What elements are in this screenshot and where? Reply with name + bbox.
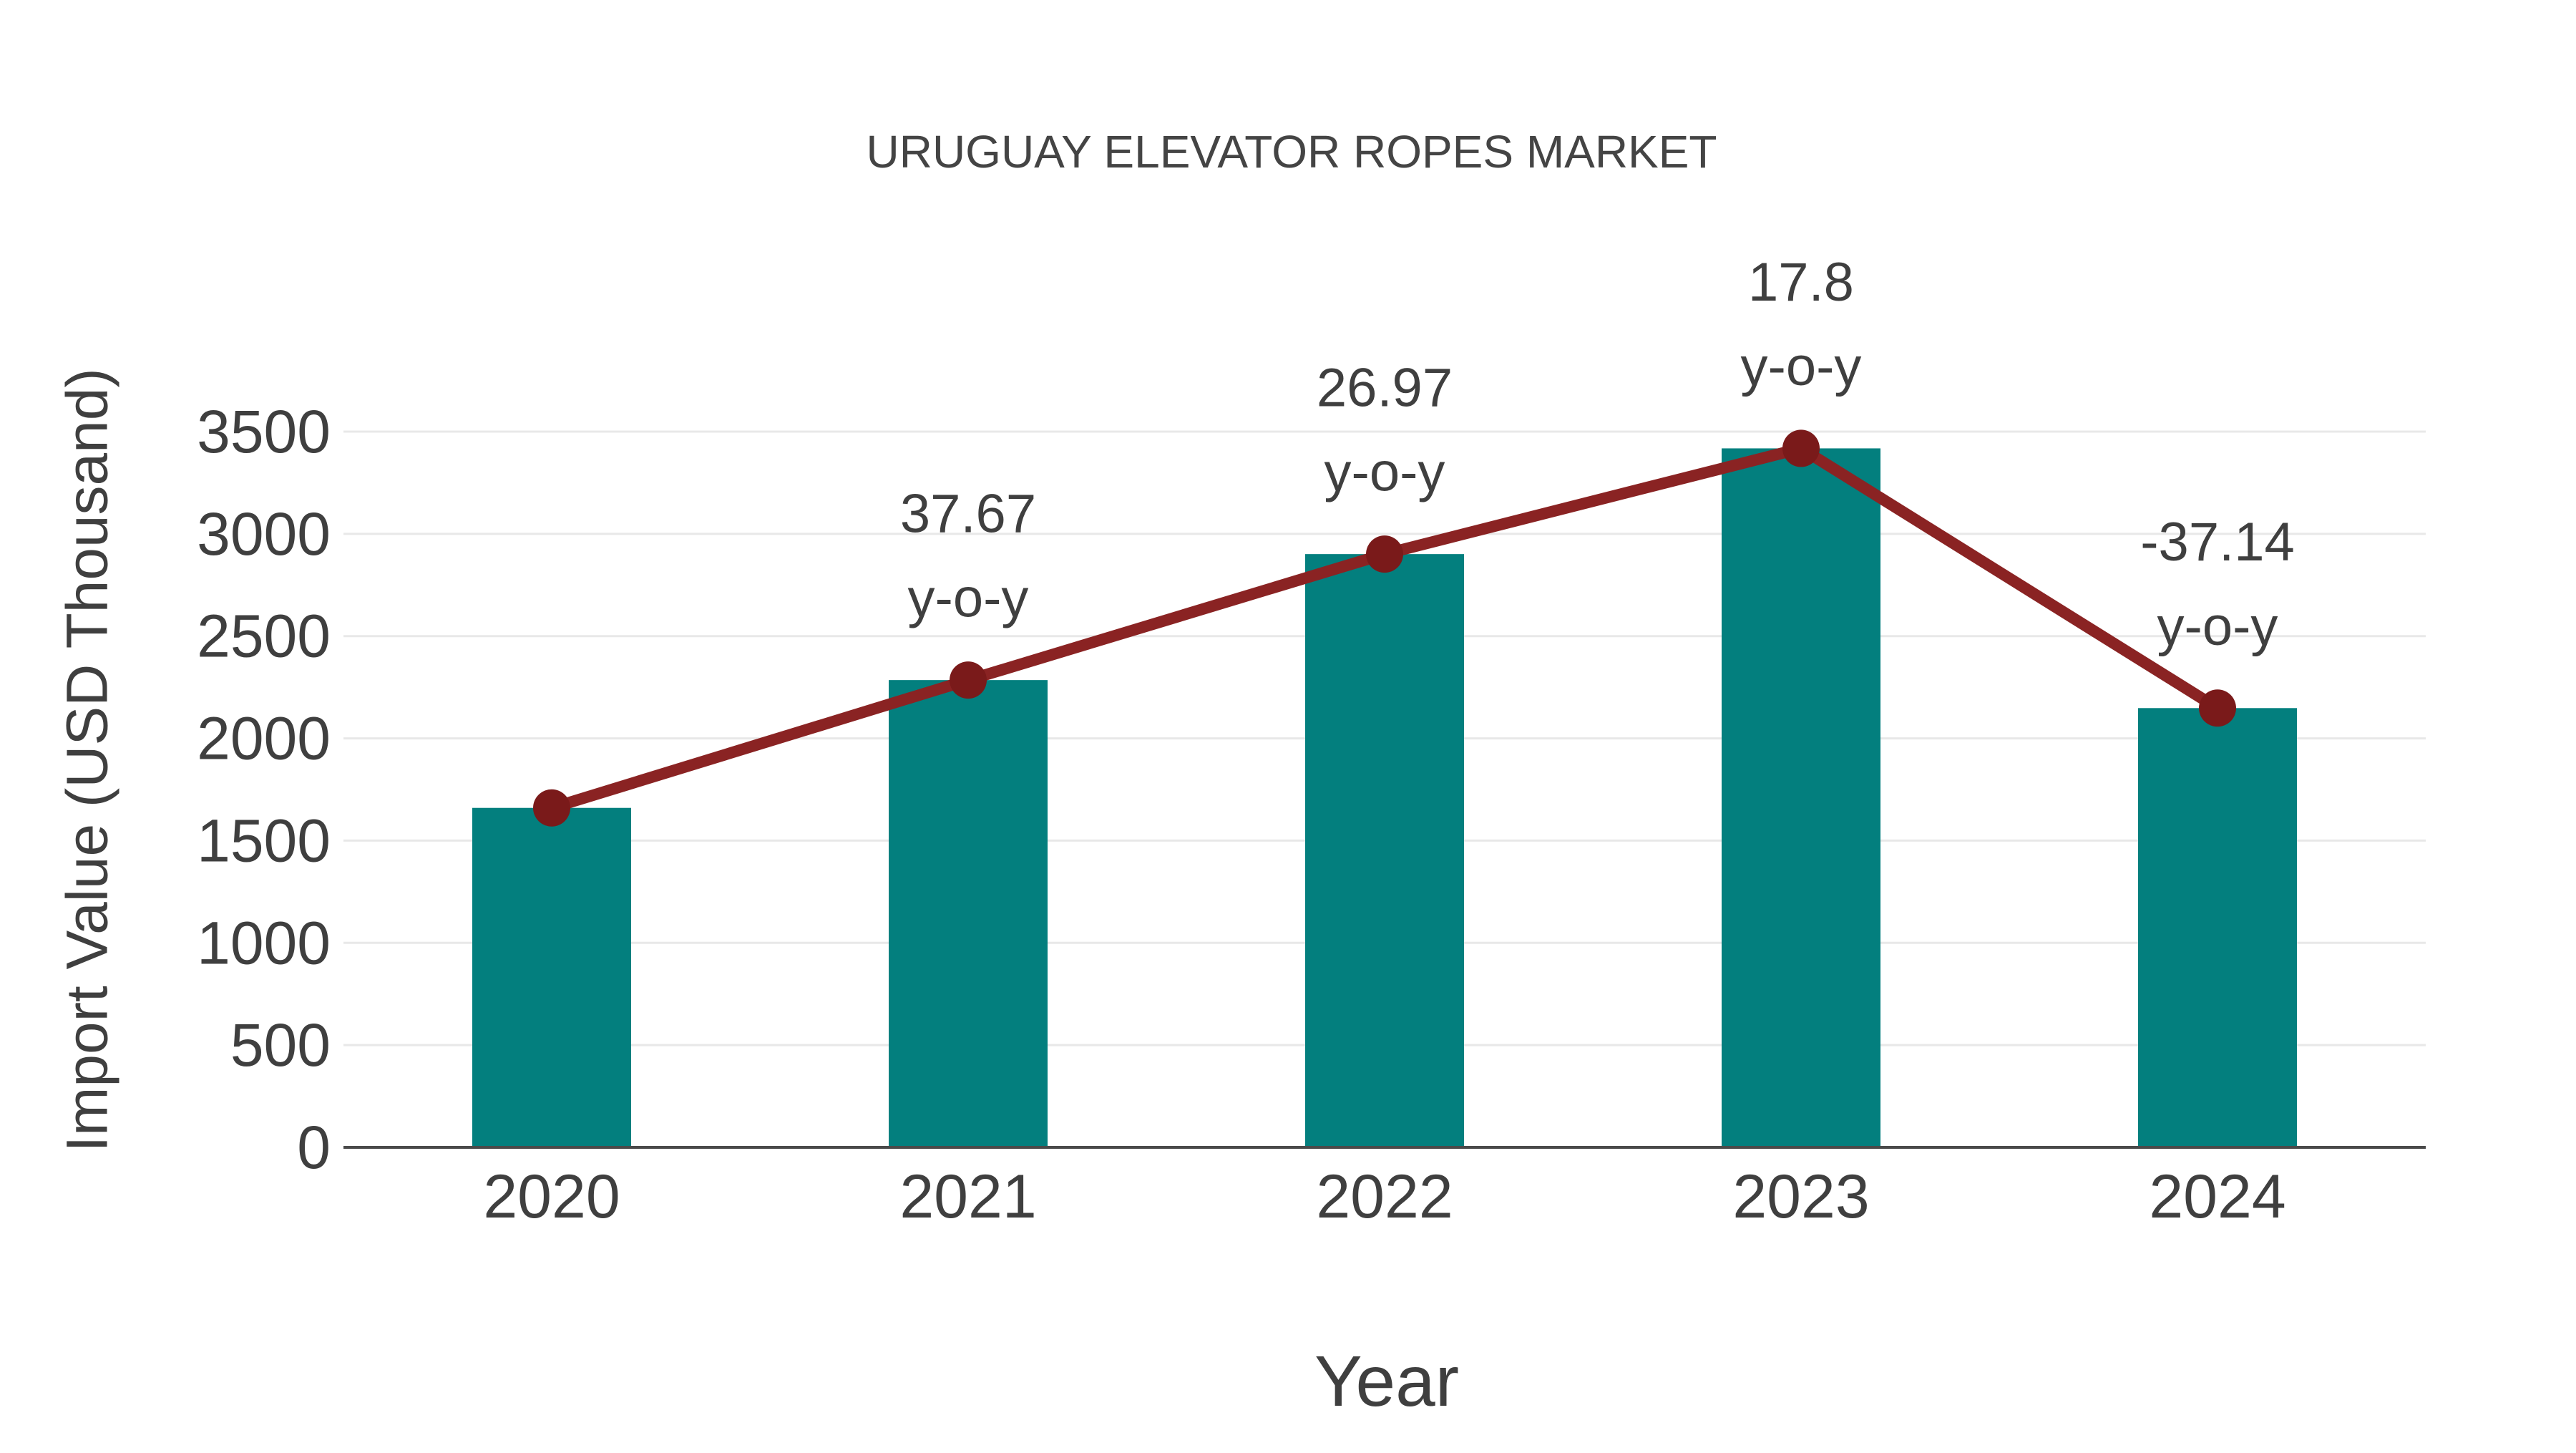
marker-2020 [533,789,570,827]
marker-2024 [2199,689,2236,727]
marker-2023 [1782,429,1820,467]
x-tick-label-2023: 2023 [1732,1162,1869,1231]
y-tick-label-500: 500 [230,1011,331,1079]
annotation-2023-suffix: y-o-y [1741,336,1862,397]
y-tick-label-2000: 2000 [197,705,331,772]
x-tick-label-2020: 2020 [483,1162,620,1231]
y-tick-label-1000: 1000 [197,909,331,976]
y-tick-label-1500: 1500 [197,807,331,874]
annotation-2023-value: 17.8 [1748,252,1854,313]
y-axis-title: Import Value (USD Thousand) [55,368,120,1152]
chart-title: URUGUAY ELEVATOR ROPES MARKET [867,126,1717,178]
x-axis-title: Year [1314,1341,1459,1422]
bars-group [472,448,2297,1147]
x-tick-label-2021: 2021 [899,1162,1036,1231]
annotations-group: 37.67 y-o-y 26.97 y-o-y 17.8 y-o-y -37.14 y-o-y [900,252,2295,657]
bar-2022 [1305,554,1464,1147]
y-tick-label-3000: 3000 [197,500,331,568]
bar-2021 [889,680,1048,1147]
marker-2022 [1366,535,1403,573]
bar-2024 [2138,708,2297,1147]
axis-group: 2020 2021 2022 2023 2024 [343,1146,2426,1231]
annotation-2024-value: -37.14 [2140,512,2295,573]
annotation-2021-value: 37.67 [900,484,1036,545]
annotation-2022-value: 26.97 [1317,358,1453,419]
y-tick-label-0: 0 [297,1114,331,1181]
trend-line-group [533,429,2236,827]
annotation-2024-suffix: y-o-y [2157,596,2278,657]
gridlines-group: 0 500 1000 1500 2000 2500 3000 3500 [197,398,2426,1181]
annotation-2022-suffix: y-o-y [1324,442,1445,503]
bar-2020 [472,807,631,1147]
bar-2023 [1722,448,1880,1147]
y-tick-label-2500: 2500 [197,603,331,670]
y-tick-label-3500: 3500 [197,398,331,465]
x-tick-label-2022: 2022 [1316,1162,1453,1231]
annotation-2021-suffix: y-o-y [908,568,1029,629]
x-tick-label-2024: 2024 [2149,1162,2285,1231]
marker-2021 [950,661,987,699]
